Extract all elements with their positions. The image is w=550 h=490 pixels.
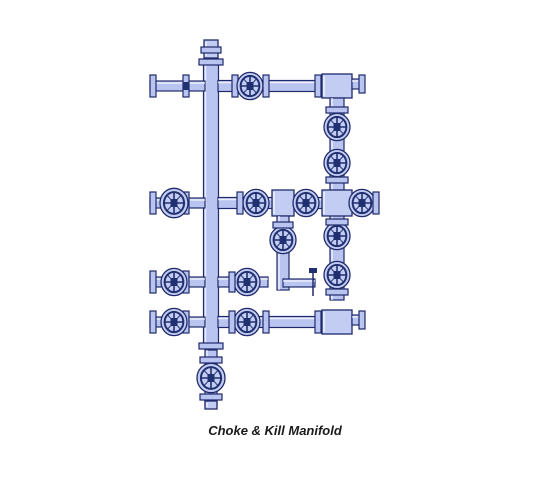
top-cap-flange [200, 46, 222, 54]
top-line-flange-c [314, 74, 322, 98]
bottom-spool-flange [198, 342, 224, 350]
diagram-caption: Choke & Kill Manifold [208, 423, 342, 438]
choke-branch-flange [272, 221, 294, 229]
left-valve-mid [159, 187, 189, 219]
bottom-valve-flange-bottom [199, 393, 223, 401]
left-valve-lower [160, 267, 188, 297]
top-tee-outlet-flange [358, 74, 366, 94]
middle-valve-2 [292, 188, 320, 218]
top-tee [321, 73, 353, 99]
top-line-valve [236, 71, 264, 101]
bottom-line-valve [233, 307, 261, 337]
middle-flange-a [236, 191, 244, 215]
bottom-valve [196, 362, 226, 394]
bottom-tee [321, 309, 353, 335]
bottom-line-flange-a [228, 310, 236, 334]
left-end-flange-2 [149, 191, 157, 215]
middle-valve-1 [242, 188, 270, 218]
lower-line-valve [233, 267, 261, 297]
right-valve-4 [323, 260, 351, 290]
choke-handle [309, 268, 317, 273]
left-branch-line-1 [149, 80, 206, 92]
bottom-line-flange-c [314, 310, 322, 334]
left-valve-bottom [160, 307, 188, 337]
right-flange-2 [325, 176, 349, 184]
left-top-flange-valve [182, 82, 190, 90]
right-flange-3 [325, 218, 349, 226]
left-end-flange-3 [149, 270, 157, 294]
lower-line-flange [228, 271, 236, 293]
bottom-tee-outlet-flange [358, 310, 366, 330]
middle-tee-left [271, 189, 295, 217]
right-flange-1 [325, 106, 349, 114]
middle-valve-right [348, 188, 376, 218]
left-end-flange-1 [149, 74, 157, 98]
top-flange [198, 58, 224, 66]
adjustable-choke-line [282, 278, 316, 288]
right-flange-4 [325, 288, 349, 296]
right-valve-2 [323, 148, 351, 178]
middle-end-flange [372, 191, 380, 215]
right-valve-3 [323, 221, 351, 251]
bottom-valve-flange-top [199, 356, 223, 364]
bottom-line-flange-b [262, 310, 270, 334]
top-line-flange-b [262, 74, 270, 98]
right-valve-1 [323, 112, 351, 142]
left-end-flange-4 [149, 310, 157, 334]
choke-branch-valve [269, 225, 297, 255]
main-vertical-spool [202, 61, 220, 346]
middle-cross [321, 189, 353, 217]
bottom-cap [204, 400, 218, 410]
